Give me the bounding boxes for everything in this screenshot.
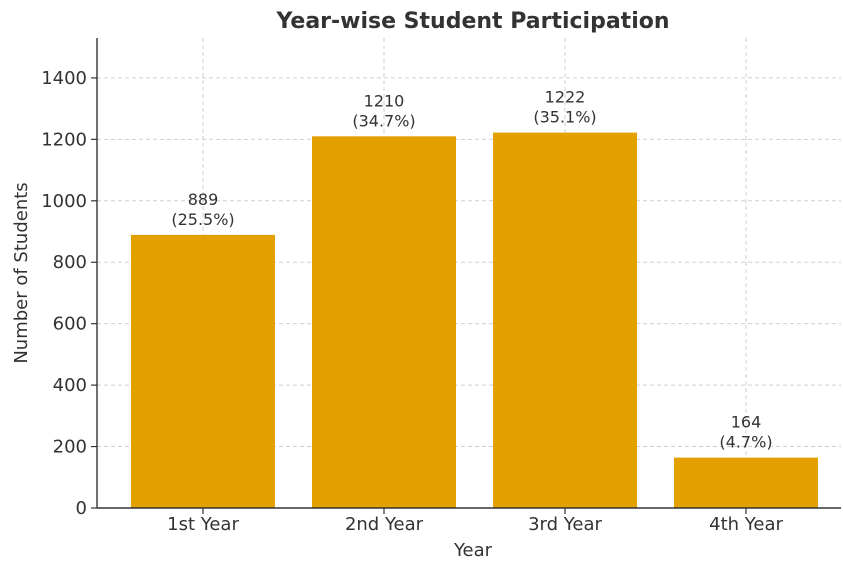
y-tick-label: 1200 xyxy=(41,129,87,150)
bar-3rd-year xyxy=(493,132,637,508)
y-tick-label: 1000 xyxy=(41,191,87,212)
y-tick-label: 600 xyxy=(53,314,87,335)
bar-percent-label: (4.7%) xyxy=(719,433,772,452)
y-tick-label: 1400 xyxy=(41,68,87,89)
x-tick-label: 3rd Year xyxy=(528,514,602,535)
y-axis-label: Number of Students xyxy=(11,182,32,363)
y-tick-label: 400 xyxy=(53,375,87,396)
bar-2nd-year xyxy=(312,136,456,508)
y-tick-label: 200 xyxy=(53,437,87,458)
bar-percent-label: (34.7%) xyxy=(352,111,415,130)
x-tick-label: 4th Year xyxy=(709,514,783,535)
chart-title: Year-wise Student Participation xyxy=(275,9,669,34)
bar-value-label: 1222 xyxy=(545,88,586,107)
bar-percent-label: (25.5%) xyxy=(171,210,234,229)
bar-4th-year xyxy=(674,457,818,508)
bar-value-label: 889 xyxy=(188,190,219,209)
bar-percent-label: (35.1%) xyxy=(533,108,596,127)
bars-layer xyxy=(131,132,818,508)
axes-layer xyxy=(91,38,841,514)
bar-value-label: 164 xyxy=(731,413,762,432)
grid-layer xyxy=(97,38,841,509)
bar-1st-year xyxy=(131,234,275,508)
x-tick-label: 1st Year xyxy=(167,514,239,535)
labels-layer: 0 200 400 600 800 1000 1200 1400 889(25.5%) 1st Y… xyxy=(41,68,783,535)
x-tick-label: 2nd Year xyxy=(345,514,424,535)
y-tick-label: 800 xyxy=(53,252,87,273)
y-tick-label: 0 xyxy=(76,498,87,519)
x-axis-label: Year xyxy=(453,540,493,561)
bar-value-label: 1210 xyxy=(364,91,405,110)
